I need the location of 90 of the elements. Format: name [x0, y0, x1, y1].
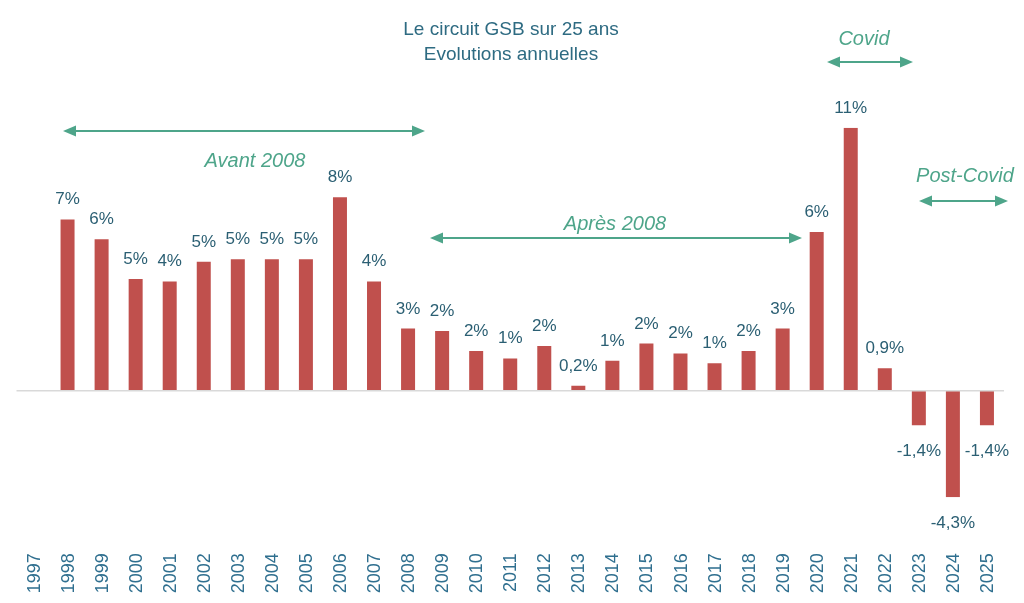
data-label: 5%	[191, 231, 217, 251]
data-label: 0,2%	[558, 355, 598, 375]
data-label: 5%	[123, 248, 148, 268]
bar	[162, 281, 177, 391]
bar	[707, 363, 722, 391]
bar	[332, 197, 347, 391]
x-tick-label: 2010	[466, 553, 487, 594]
data-label: 11%	[834, 97, 868, 117]
chart-title: Le circuit GSB sur 25 ans	[403, 17, 619, 39]
text: Covid	[838, 27, 891, 49]
data-label: -1,4%	[896, 440, 942, 460]
bar	[503, 358, 518, 391]
x-tick-label: 2020	[806, 553, 827, 594]
x-tick-label: 2004	[261, 553, 282, 594]
data-label: 3%	[770, 298, 795, 318]
bar	[741, 350, 756, 391]
bar	[60, 219, 75, 391]
data-label: 1%	[600, 330, 625, 350]
annotation: Post-Covid	[916, 164, 1015, 186]
bar	[945, 390, 960, 498]
bar	[877, 368, 892, 391]
annotation: Avant 2008	[203, 149, 306, 171]
x-tick-label: 2022	[874, 553, 895, 594]
data-label: 4%	[361, 250, 387, 270]
x-tick-label: 2005	[295, 553, 316, 594]
x-tick-label: 2007	[364, 553, 385, 594]
bar	[401, 328, 416, 391]
x-tick-label: 2024	[942, 553, 963, 594]
bar	[809, 231, 824, 391]
bar	[537, 345, 552, 391]
data-label: -1,4%	[964, 440, 1010, 460]
data-label: 3%	[395, 298, 421, 318]
bar	[843, 127, 858, 391]
bar	[128, 279, 143, 391]
x-tick-label: 2015	[636, 553, 657, 594]
x-tick-label: 2023	[908, 553, 929, 594]
x-tick-label: 1999	[91, 553, 112, 594]
data-label: 6%	[89, 208, 114, 228]
x-tick-label: 2008	[398, 553, 419, 594]
bar	[639, 343, 654, 391]
data-label: 2%	[668, 322, 693, 342]
data-label: 2%	[634, 313, 659, 333]
x-tick-label: 2021	[840, 553, 861, 594]
data-label: 1%	[702, 332, 727, 352]
data-label: 7%	[55, 188, 80, 208]
bar	[230, 259, 245, 391]
data-label: 5%	[259, 228, 285, 248]
x-tick-label: 2012	[534, 553, 555, 594]
bar	[435, 331, 450, 391]
bar	[298, 259, 313, 391]
bar	[775, 328, 790, 391]
data-label: 4%	[157, 250, 182, 270]
x-tick-label: 2019	[772, 553, 793, 594]
data-label: 6%	[804, 201, 829, 221]
data-label: 8%	[327, 166, 353, 186]
bar	[911, 390, 926, 426]
bar	[367, 281, 382, 391]
x-tick-label: 2018	[738, 553, 759, 594]
bar	[605, 360, 620, 391]
data-label: 1%	[497, 327, 523, 347]
bar	[196, 261, 211, 391]
x-tick-label: 2013	[568, 553, 589, 594]
data-label: -4,3%	[930, 512, 976, 532]
x-tick-label: 2002	[193, 553, 214, 594]
bar	[94, 239, 109, 391]
data-label: 5%	[293, 228, 319, 248]
x-tick-label: 2025	[976, 553, 997, 594]
data-label: 0,9%	[865, 337, 905, 357]
x-tick-label: 1998	[57, 553, 78, 594]
bar	[469, 350, 484, 391]
data-label: 2%	[531, 315, 557, 335]
bar	[673, 353, 688, 391]
x-tick-label: 2003	[227, 553, 248, 594]
x-tick-label: 2001	[159, 553, 180, 594]
x-tick-label: 2009	[432, 553, 453, 594]
x-tick-label: 2006	[329, 553, 350, 594]
x-tick-label: 2017	[704, 553, 725, 594]
bar	[264, 259, 279, 391]
data-label: 5%	[225, 228, 251, 248]
x-tick-label: 2011	[500, 553, 521, 593]
data-label: 2%	[463, 320, 489, 340]
x-tick-label: 2000	[125, 553, 146, 594]
x-tick-label: 2014	[602, 553, 623, 594]
data-label: 2%	[736, 320, 761, 340]
x-tick-label: 2016	[670, 553, 691, 594]
bar	[979, 390, 994, 426]
chart-subtitle: Evolutions annuelles	[423, 42, 599, 64]
x-tick-label: 1997	[23, 553, 44, 594]
data-label: 2%	[429, 300, 455, 320]
annotation: Après 2008	[562, 212, 667, 234]
